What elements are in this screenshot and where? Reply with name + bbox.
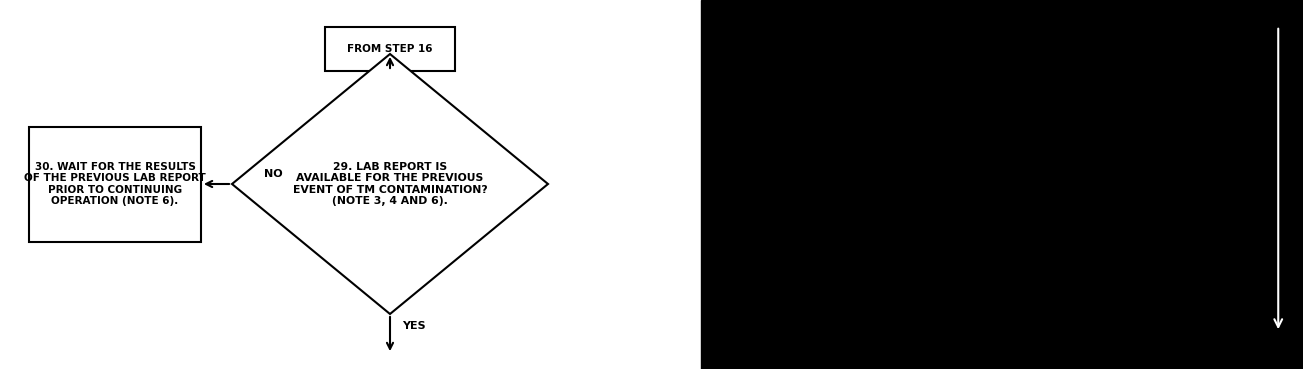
Text: FROM STEP 16: FROM STEP 16 (348, 44, 433, 54)
Text: NO: NO (265, 169, 283, 179)
FancyBboxPatch shape (324, 27, 455, 71)
Bar (701, 0, 1303, 369)
Text: 29. LAB REPORT IS
AVAILABLE FOR THE PREVIOUS
EVENT OF TM CONTAMINATION?
(NOTE 3,: 29. LAB REPORT IS AVAILABLE FOR THE PREV… (293, 162, 487, 206)
Polygon shape (232, 54, 549, 314)
FancyBboxPatch shape (29, 127, 201, 241)
Text: 30. WAIT FOR THE RESULTS
OF THE PREVIOUS LAB REPORT
PRIOR TO CONTINUING
OPERATIO: 30. WAIT FOR THE RESULTS OF THE PREVIOUS… (25, 162, 206, 206)
Text: YES: YES (403, 321, 426, 331)
